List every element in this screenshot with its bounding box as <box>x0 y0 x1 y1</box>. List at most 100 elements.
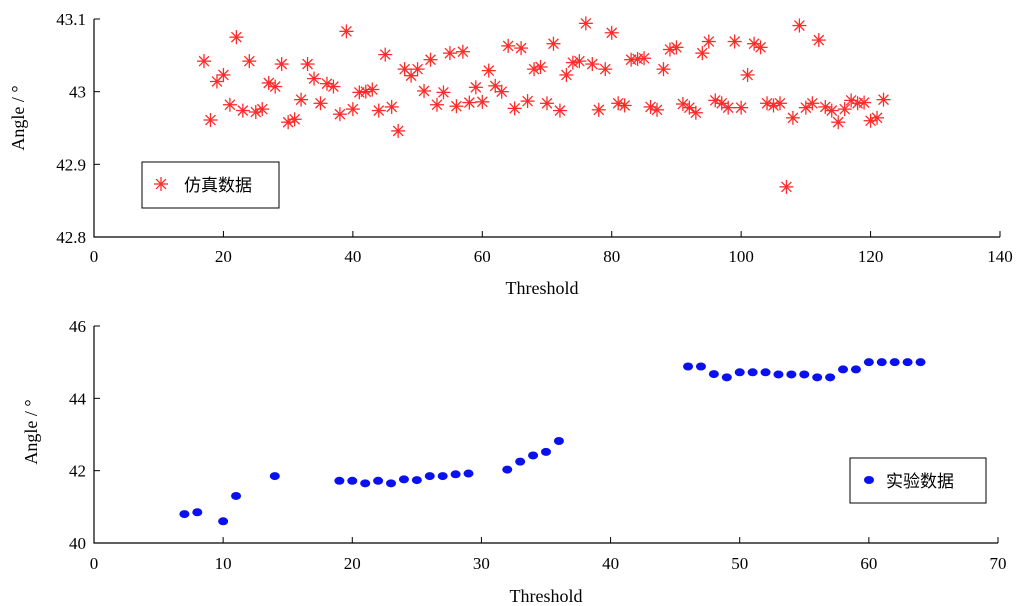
data-point <box>404 68 419 83</box>
data-point <box>462 95 477 110</box>
data-point <box>669 40 684 55</box>
data-point <box>307 71 322 86</box>
data-point <box>559 67 574 82</box>
data-point <box>455 44 470 59</box>
top-plot-ticks: 0 20 40 60 80 100 120 140 42.8 42.9 43 43.1 <box>56 10 1013 266</box>
data-point <box>838 365 849 374</box>
bottom-x-tick-label: 20 <box>344 554 361 573</box>
data-point <box>449 99 464 114</box>
top-x-tick-label: 120 <box>858 247 884 266</box>
bottom-x-tick-label: 60 <box>860 554 877 573</box>
data-point <box>429 97 444 112</box>
data-point <box>378 47 393 62</box>
data-point <box>837 102 852 117</box>
top-y-tick-label: 43 <box>69 83 86 102</box>
data-point <box>326 79 341 94</box>
top-legend-label: 仿真数据 <box>184 176 252 196</box>
data-point <box>824 103 839 118</box>
bottom-legend-label: 实验数据 <box>886 472 954 492</box>
data-point <box>786 370 797 379</box>
data-point <box>481 63 496 78</box>
data-point <box>287 112 302 127</box>
data-point <box>373 476 384 485</box>
data-point <box>617 98 632 113</box>
data-point <box>179 510 190 519</box>
data-point <box>371 103 386 118</box>
data-point <box>347 476 358 485</box>
data-point <box>760 368 771 377</box>
legend-dot-mark <box>864 476 874 484</box>
data-point <box>391 123 406 138</box>
data-point <box>598 62 613 77</box>
bottom-x-tick-label: 40 <box>602 554 619 573</box>
bottom-x-tick-label: 50 <box>731 554 748 573</box>
data-point <box>268 79 283 94</box>
data-point <box>528 451 539 460</box>
data-point <box>475 94 490 109</box>
data-point <box>792 18 807 33</box>
data-point <box>192 508 203 517</box>
data-point <box>850 365 861 374</box>
data-point <box>546 36 561 51</box>
bottom-x-tick-label: 0 <box>90 554 99 573</box>
top-y-tick-label: 42.8 <box>56 228 86 247</box>
data-point <box>682 100 697 115</box>
data-point <box>734 100 749 115</box>
data-point <box>242 54 257 69</box>
data-point <box>695 46 710 61</box>
data-point <box>779 179 794 194</box>
bottom-y-tick-label: 40 <box>69 534 86 553</box>
data-point <box>222 97 237 112</box>
data-point <box>216 67 231 82</box>
data-point <box>520 94 535 109</box>
asterisk-icon <box>154 177 168 191</box>
data-point <box>831 115 846 130</box>
data-point <box>410 62 425 77</box>
data-point <box>274 57 289 72</box>
data-point <box>578 16 593 31</box>
bottom-y-tick-label: 46 <box>69 317 86 336</box>
data-point <box>411 476 422 485</box>
data-point <box>773 370 784 379</box>
data-point <box>514 41 529 56</box>
data-point <box>870 110 885 125</box>
data-point <box>424 472 435 481</box>
top-x-axis-label: Threshold <box>506 278 579 298</box>
data-point <box>572 54 587 69</box>
data-point <box>708 370 719 379</box>
top-x-tick-label: 60 <box>474 247 491 266</box>
data-point <box>502 465 513 474</box>
data-point <box>889 358 900 367</box>
simulation-angle-plot: 0 20 40 60 80 100 120 140 42.8 42.9 43 43.1 Thresho… <box>8 10 1013 298</box>
data-point <box>863 358 874 367</box>
dot-icon <box>864 476 874 484</box>
data-point <box>812 373 823 382</box>
top-x-tick-label: 100 <box>728 247 754 266</box>
data-point <box>436 85 451 100</box>
bottom-x-tick-label: 70 <box>990 554 1007 573</box>
top-y-tick-label: 43.1 <box>56 10 86 29</box>
data-point <box>332 107 347 122</box>
data-point <box>798 100 813 115</box>
data-point <box>507 101 522 116</box>
data-point <box>365 82 380 97</box>
data-point <box>231 491 242 500</box>
top-legend: 仿真数据 <box>141 161 280 209</box>
top-x-tick-label: 80 <box>603 247 620 266</box>
data-point <box>463 469 474 478</box>
data-point <box>656 62 671 77</box>
data-point <box>281 115 296 130</box>
top-x-tick-label: 40 <box>344 247 361 266</box>
data-point <box>721 100 736 115</box>
legend-asterisk-mark <box>154 177 168 191</box>
data-point <box>229 30 244 45</box>
data-point <box>386 479 397 488</box>
data-point <box>825 373 836 382</box>
top-x-tick-label: 20 <box>215 247 232 266</box>
data-point <box>915 358 926 367</box>
data-point <box>313 96 328 111</box>
data-point <box>494 84 509 99</box>
data-point <box>300 57 315 72</box>
data-point <box>650 102 665 117</box>
